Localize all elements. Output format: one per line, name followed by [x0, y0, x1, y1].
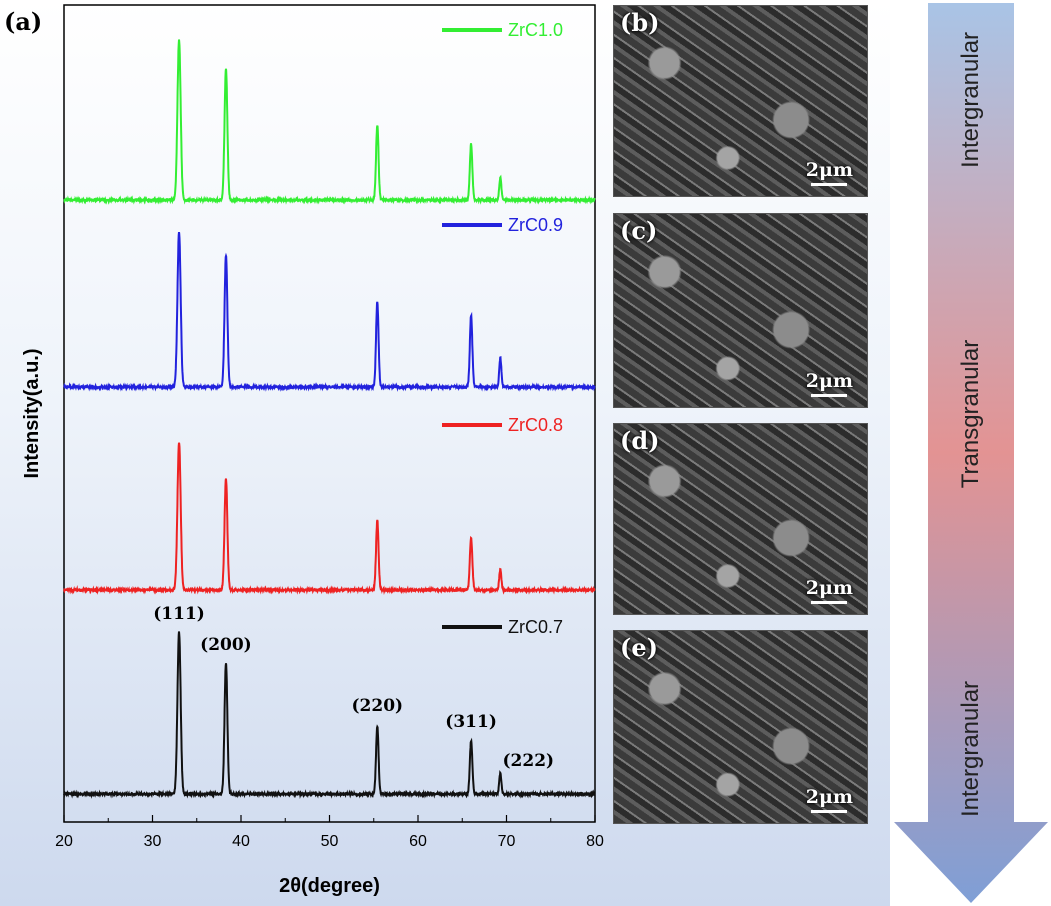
sem-image-b: (b) 2μm	[613, 5, 868, 197]
sem-panel-label: (d)	[620, 426, 660, 455]
legend-label: ZrC0.7	[508, 617, 563, 637]
sem-image-c: (c) 2μm	[613, 213, 868, 408]
y-axis-label: Intensity(a.u.)	[21, 348, 43, 478]
x-tick-label: 60	[409, 833, 427, 850]
scale-bar: 2μm	[806, 577, 853, 604]
peak-annotation: (311)	[445, 712, 497, 732]
x-tick-label: 80	[586, 833, 604, 850]
peak-annotation: (111)	[153, 604, 205, 624]
scale-bar-text: 2μm	[805, 159, 853, 181]
series-line	[63, 231, 596, 392]
legend-label: ZrC0.8	[508, 415, 563, 435]
series-line	[63, 442, 596, 595]
fracture-mode-bottom: Intergranular	[957, 680, 984, 818]
x-tick-label: 40	[232, 833, 250, 850]
down-arrow-shape	[894, 3, 1048, 903]
x-tick-label: 20	[55, 833, 73, 850]
legend-label: ZrC1.0	[508, 20, 563, 40]
fracture-mode-top: Intergranular	[957, 31, 984, 169]
fracture-mode-middle: Transgranular	[957, 339, 984, 489]
x-tick-label: 70	[498, 833, 516, 850]
scale-bar-text: 2μm	[805, 577, 853, 599]
scale-bar: 2μm	[806, 159, 853, 186]
plot-frame	[63, 4, 596, 823]
sem-image-d: (d) 2μm	[613, 423, 868, 615]
sem-image-e: (e) 2μm	[613, 630, 868, 824]
fracture-mode-arrow	[894, 3, 1048, 903]
series-line	[63, 631, 596, 799]
xrd-chart: 20 30 40 50 60 70 80 2θ(degree) Intensity(a.u.) (…	[4, 4, 604, 897]
peak-annotation: (200)	[200, 635, 252, 655]
series-line	[63, 39, 596, 205]
scale-bar: 2μm	[806, 370, 853, 397]
scale-bar-text: 2μm	[805, 370, 853, 392]
legend-label: ZrC0.9	[508, 215, 563, 235]
sem-panel-label: (b)	[620, 8, 660, 37]
panel-label: (a)	[4, 7, 42, 36]
sem-panel-label: (e)	[620, 633, 658, 662]
scale-bar-text: 2μm	[805, 786, 853, 808]
sem-panel-label: (c)	[620, 216, 658, 245]
x-tick-label: 50	[321, 833, 339, 850]
x-tick-label: 30	[144, 833, 162, 850]
peak-annotation: (222)	[503, 751, 555, 771]
scale-bar: 2μm	[806, 786, 853, 813]
peak-annotation: (220)	[352, 696, 404, 716]
x-axis-label: 2θ(degree)	[279, 875, 380, 897]
